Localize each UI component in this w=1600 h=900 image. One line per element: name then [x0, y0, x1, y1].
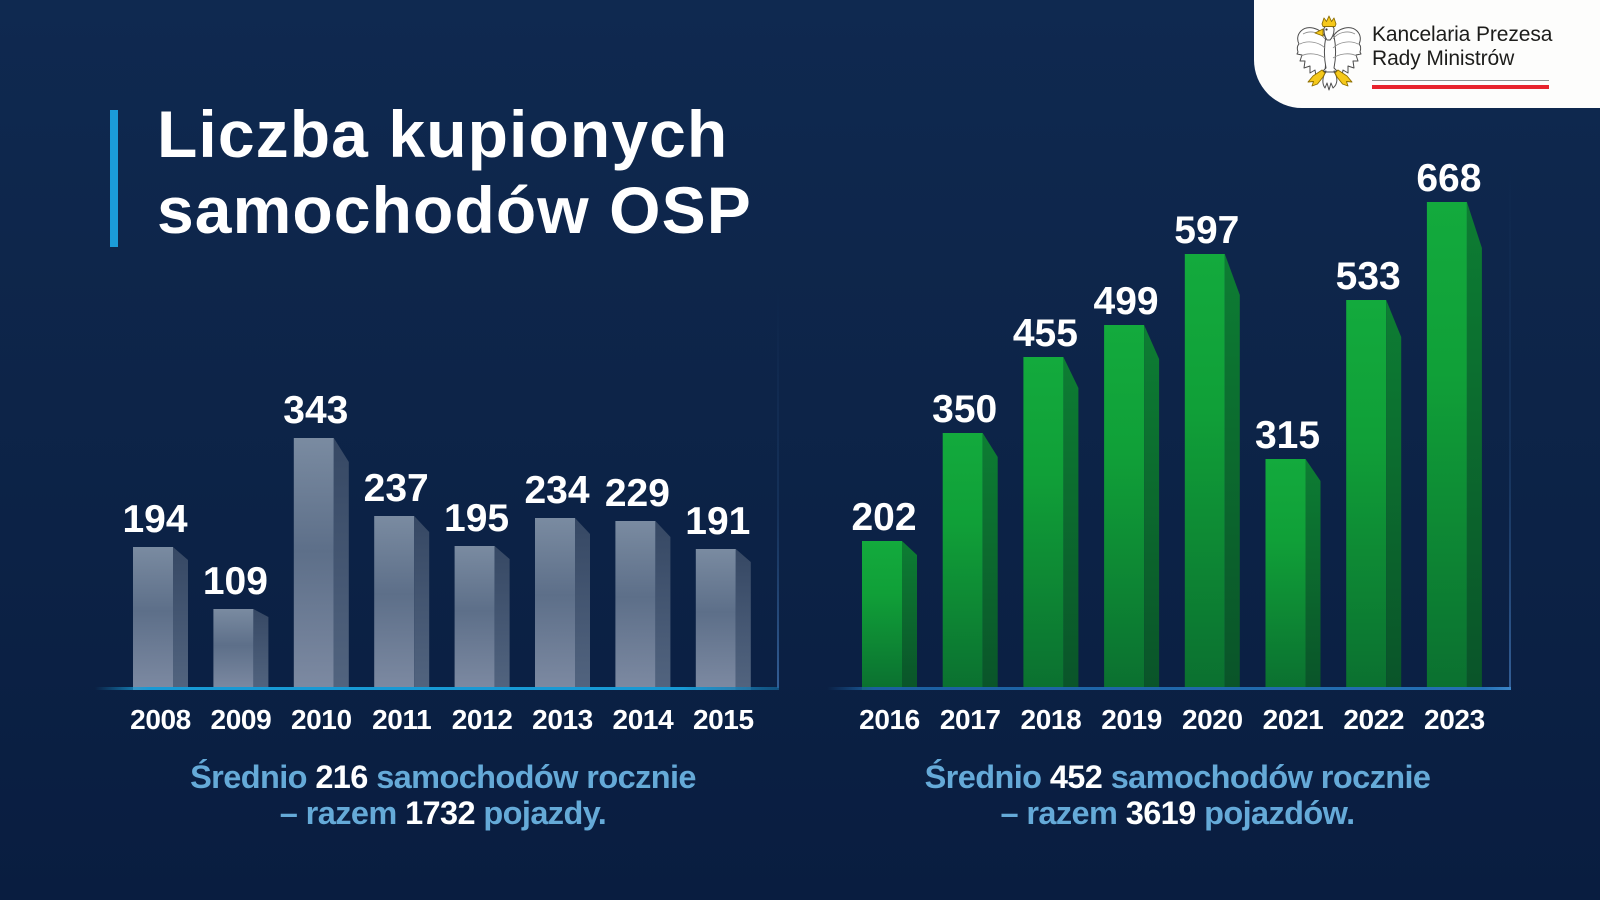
svg-text:2014: 2014 [613, 704, 675, 735]
svg-text:2018: 2018 [1021, 704, 1082, 735]
svg-text:2023: 2023 [1424, 704, 1485, 735]
svg-text:2008: 2008 [130, 704, 191, 735]
svg-text:– razem 3619 pojazdów.: – razem 3619 pojazdów. [1000, 795, 1354, 831]
svg-text:2011: 2011 [372, 704, 431, 735]
svg-text:315: 315 [1255, 414, 1320, 457]
svg-text:350: 350 [932, 388, 997, 431]
svg-text:– razem 1732 pojazdy.: – razem 1732 pojazdy. [280, 795, 606, 831]
svg-text:2013: 2013 [532, 704, 593, 735]
svg-text:533: 533 [1336, 255, 1401, 298]
svg-text:2009: 2009 [211, 704, 272, 735]
svg-text:2015: 2015 [693, 704, 754, 735]
svg-text:2012: 2012 [452, 704, 513, 735]
svg-text:234: 234 [524, 469, 589, 512]
svg-text:343: 343 [283, 389, 348, 432]
svg-text:109: 109 [203, 560, 268, 603]
svg-text:2010: 2010 [291, 704, 352, 735]
svg-text:2022: 2022 [1343, 704, 1404, 735]
svg-text:2019: 2019 [1101, 704, 1162, 735]
svg-text:2021: 2021 [1263, 704, 1324, 735]
svg-text:195: 195 [444, 497, 509, 540]
svg-text:499: 499 [1094, 280, 1159, 323]
svg-text:597: 597 [1174, 209, 1239, 252]
svg-text:Średnio 216 samochodów rocznie: Średnio 216 samochodów rocznie [190, 758, 696, 795]
svg-text:237: 237 [364, 467, 429, 510]
svg-text:2016: 2016 [859, 704, 920, 735]
svg-text:191: 191 [685, 500, 750, 543]
svg-text:2017: 2017 [940, 704, 1001, 735]
svg-text:Średnio 452 samochodów rocznie: Średnio 452 samochodów rocznie [925, 758, 1431, 795]
svg-text:194: 194 [122, 498, 187, 541]
svg-text:2020: 2020 [1182, 704, 1243, 735]
svg-text:668: 668 [1416, 157, 1481, 200]
svg-text:455: 455 [1013, 312, 1078, 355]
svg-text:202: 202 [851, 496, 916, 539]
svg-text:229: 229 [605, 472, 670, 515]
